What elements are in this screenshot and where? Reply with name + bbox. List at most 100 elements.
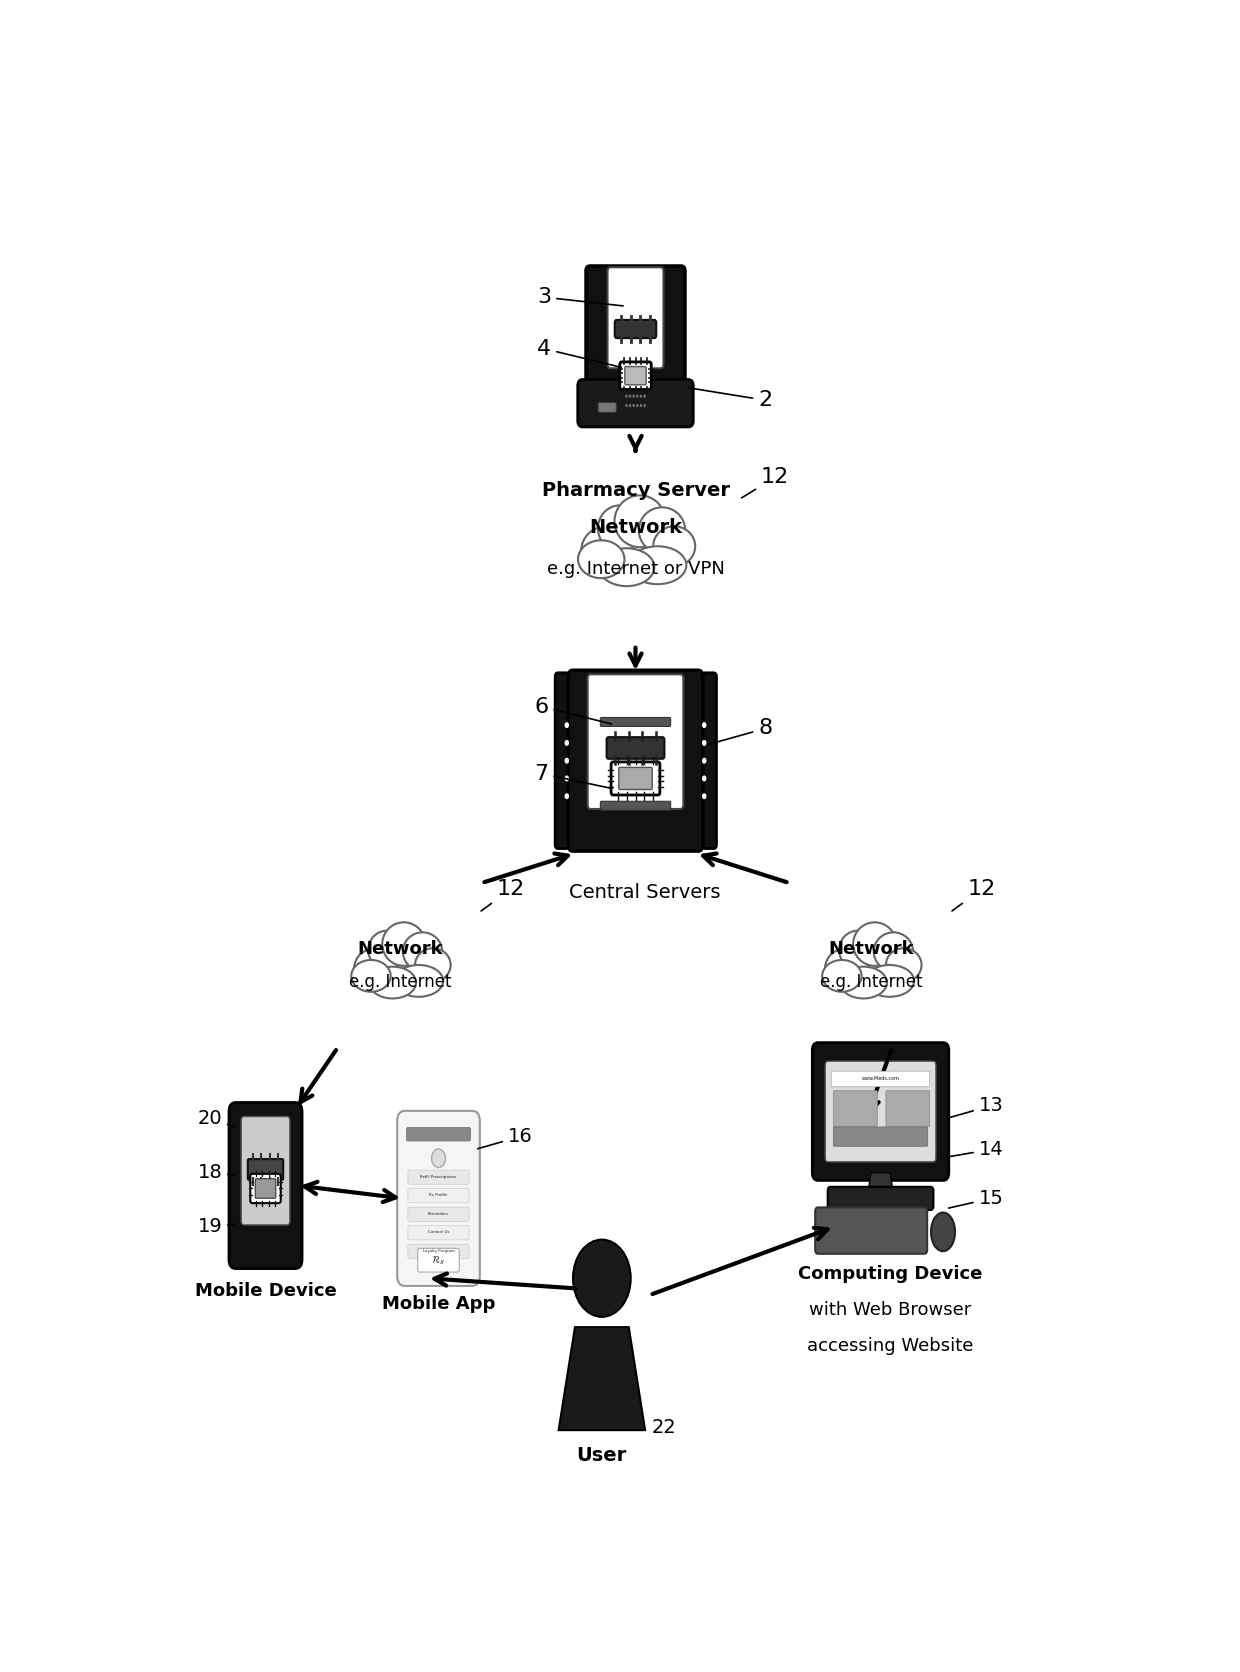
- Text: 14: 14: [949, 1140, 1003, 1159]
- Text: 12: 12: [952, 879, 996, 911]
- FancyBboxPatch shape: [625, 366, 646, 385]
- Ellipse shape: [351, 960, 391, 991]
- Ellipse shape: [368, 966, 417, 998]
- Ellipse shape: [639, 507, 686, 553]
- FancyBboxPatch shape: [578, 380, 693, 426]
- Ellipse shape: [653, 527, 696, 567]
- Ellipse shape: [615, 495, 666, 547]
- Ellipse shape: [402, 931, 443, 971]
- FancyBboxPatch shape: [588, 674, 683, 809]
- Circle shape: [625, 405, 627, 406]
- Text: 3: 3: [537, 288, 624, 308]
- Text: 6: 6: [534, 697, 611, 724]
- Circle shape: [629, 405, 631, 406]
- Text: 18: 18: [197, 1164, 234, 1182]
- Ellipse shape: [580, 525, 632, 575]
- Text: Mobile Device: Mobile Device: [195, 1282, 336, 1301]
- Text: Loyalty Program: Loyalty Program: [423, 1249, 454, 1252]
- FancyBboxPatch shape: [815, 1207, 928, 1254]
- Circle shape: [640, 395, 642, 398]
- Ellipse shape: [885, 948, 923, 981]
- Text: Pharmacy Server: Pharmacy Server: [542, 482, 729, 500]
- Circle shape: [636, 395, 639, 398]
- FancyBboxPatch shape: [568, 670, 703, 851]
- Text: Network: Network: [357, 940, 443, 958]
- FancyBboxPatch shape: [606, 737, 665, 759]
- FancyBboxPatch shape: [255, 1179, 275, 1199]
- Text: Reminders: Reminders: [428, 1212, 449, 1216]
- Circle shape: [432, 1149, 445, 1167]
- FancyBboxPatch shape: [600, 801, 671, 811]
- Ellipse shape: [629, 545, 687, 585]
- FancyBboxPatch shape: [408, 1189, 469, 1202]
- Text: Contact Us: Contact Us: [428, 1231, 449, 1234]
- Circle shape: [629, 395, 631, 398]
- Text: with Web Browser: with Web Browser: [808, 1301, 971, 1319]
- FancyBboxPatch shape: [608, 268, 663, 368]
- FancyBboxPatch shape: [611, 762, 660, 794]
- Circle shape: [632, 395, 635, 398]
- Ellipse shape: [839, 931, 877, 970]
- Text: e.g. Internet: e.g. Internet: [820, 973, 923, 991]
- Text: 19: 19: [197, 1217, 234, 1236]
- Ellipse shape: [351, 960, 392, 991]
- Ellipse shape: [599, 548, 655, 587]
- Ellipse shape: [931, 1212, 955, 1251]
- Circle shape: [625, 395, 627, 398]
- Circle shape: [564, 757, 569, 764]
- FancyBboxPatch shape: [620, 361, 651, 390]
- Ellipse shape: [839, 966, 887, 998]
- FancyBboxPatch shape: [813, 960, 929, 990]
- FancyBboxPatch shape: [831, 1072, 930, 1087]
- Ellipse shape: [853, 921, 897, 966]
- FancyBboxPatch shape: [598, 403, 616, 413]
- Ellipse shape: [353, 948, 398, 988]
- Ellipse shape: [367, 930, 407, 970]
- FancyBboxPatch shape: [885, 1090, 930, 1127]
- Text: 4: 4: [537, 339, 621, 368]
- Text: accessing Website: accessing Website: [807, 1338, 973, 1356]
- Text: Network: Network: [828, 940, 914, 958]
- Ellipse shape: [394, 965, 443, 997]
- FancyBboxPatch shape: [397, 1110, 480, 1286]
- FancyBboxPatch shape: [569, 542, 702, 575]
- Ellipse shape: [652, 525, 696, 567]
- Text: 8: 8: [708, 719, 773, 744]
- Circle shape: [564, 793, 569, 799]
- FancyBboxPatch shape: [833, 1127, 928, 1147]
- Circle shape: [702, 741, 707, 746]
- Ellipse shape: [614, 495, 666, 548]
- Text: 20: 20: [197, 1109, 234, 1129]
- Ellipse shape: [864, 965, 915, 997]
- Ellipse shape: [415, 948, 450, 981]
- Ellipse shape: [370, 966, 415, 998]
- Ellipse shape: [382, 921, 425, 966]
- Ellipse shape: [866, 965, 914, 997]
- Ellipse shape: [582, 527, 632, 573]
- Circle shape: [644, 405, 646, 406]
- FancyBboxPatch shape: [407, 1127, 470, 1140]
- Ellipse shape: [578, 540, 625, 579]
- FancyBboxPatch shape: [556, 672, 569, 849]
- FancyBboxPatch shape: [408, 1226, 469, 1241]
- Text: e.g. Internet: e.g. Internet: [348, 973, 451, 991]
- FancyBboxPatch shape: [825, 1062, 936, 1162]
- Text: Central Servers: Central Servers: [569, 883, 720, 901]
- Text: e.g. Internet or VPN: e.g. Internet or VPN: [547, 560, 724, 579]
- Ellipse shape: [825, 948, 868, 988]
- Ellipse shape: [599, 548, 655, 587]
- Ellipse shape: [874, 933, 913, 971]
- Circle shape: [702, 722, 707, 727]
- Text: Rx Profile: Rx Profile: [429, 1194, 448, 1197]
- FancyBboxPatch shape: [619, 767, 652, 789]
- Ellipse shape: [873, 931, 914, 971]
- Text: 15: 15: [949, 1189, 1003, 1209]
- Ellipse shape: [825, 948, 869, 988]
- FancyBboxPatch shape: [600, 717, 671, 726]
- Text: www.Meds.com: www.Meds.com: [862, 1077, 899, 1082]
- FancyBboxPatch shape: [248, 1159, 283, 1180]
- Text: 7: 7: [534, 764, 611, 789]
- Ellipse shape: [639, 507, 686, 553]
- Circle shape: [640, 405, 642, 406]
- Text: 2: 2: [688, 388, 773, 410]
